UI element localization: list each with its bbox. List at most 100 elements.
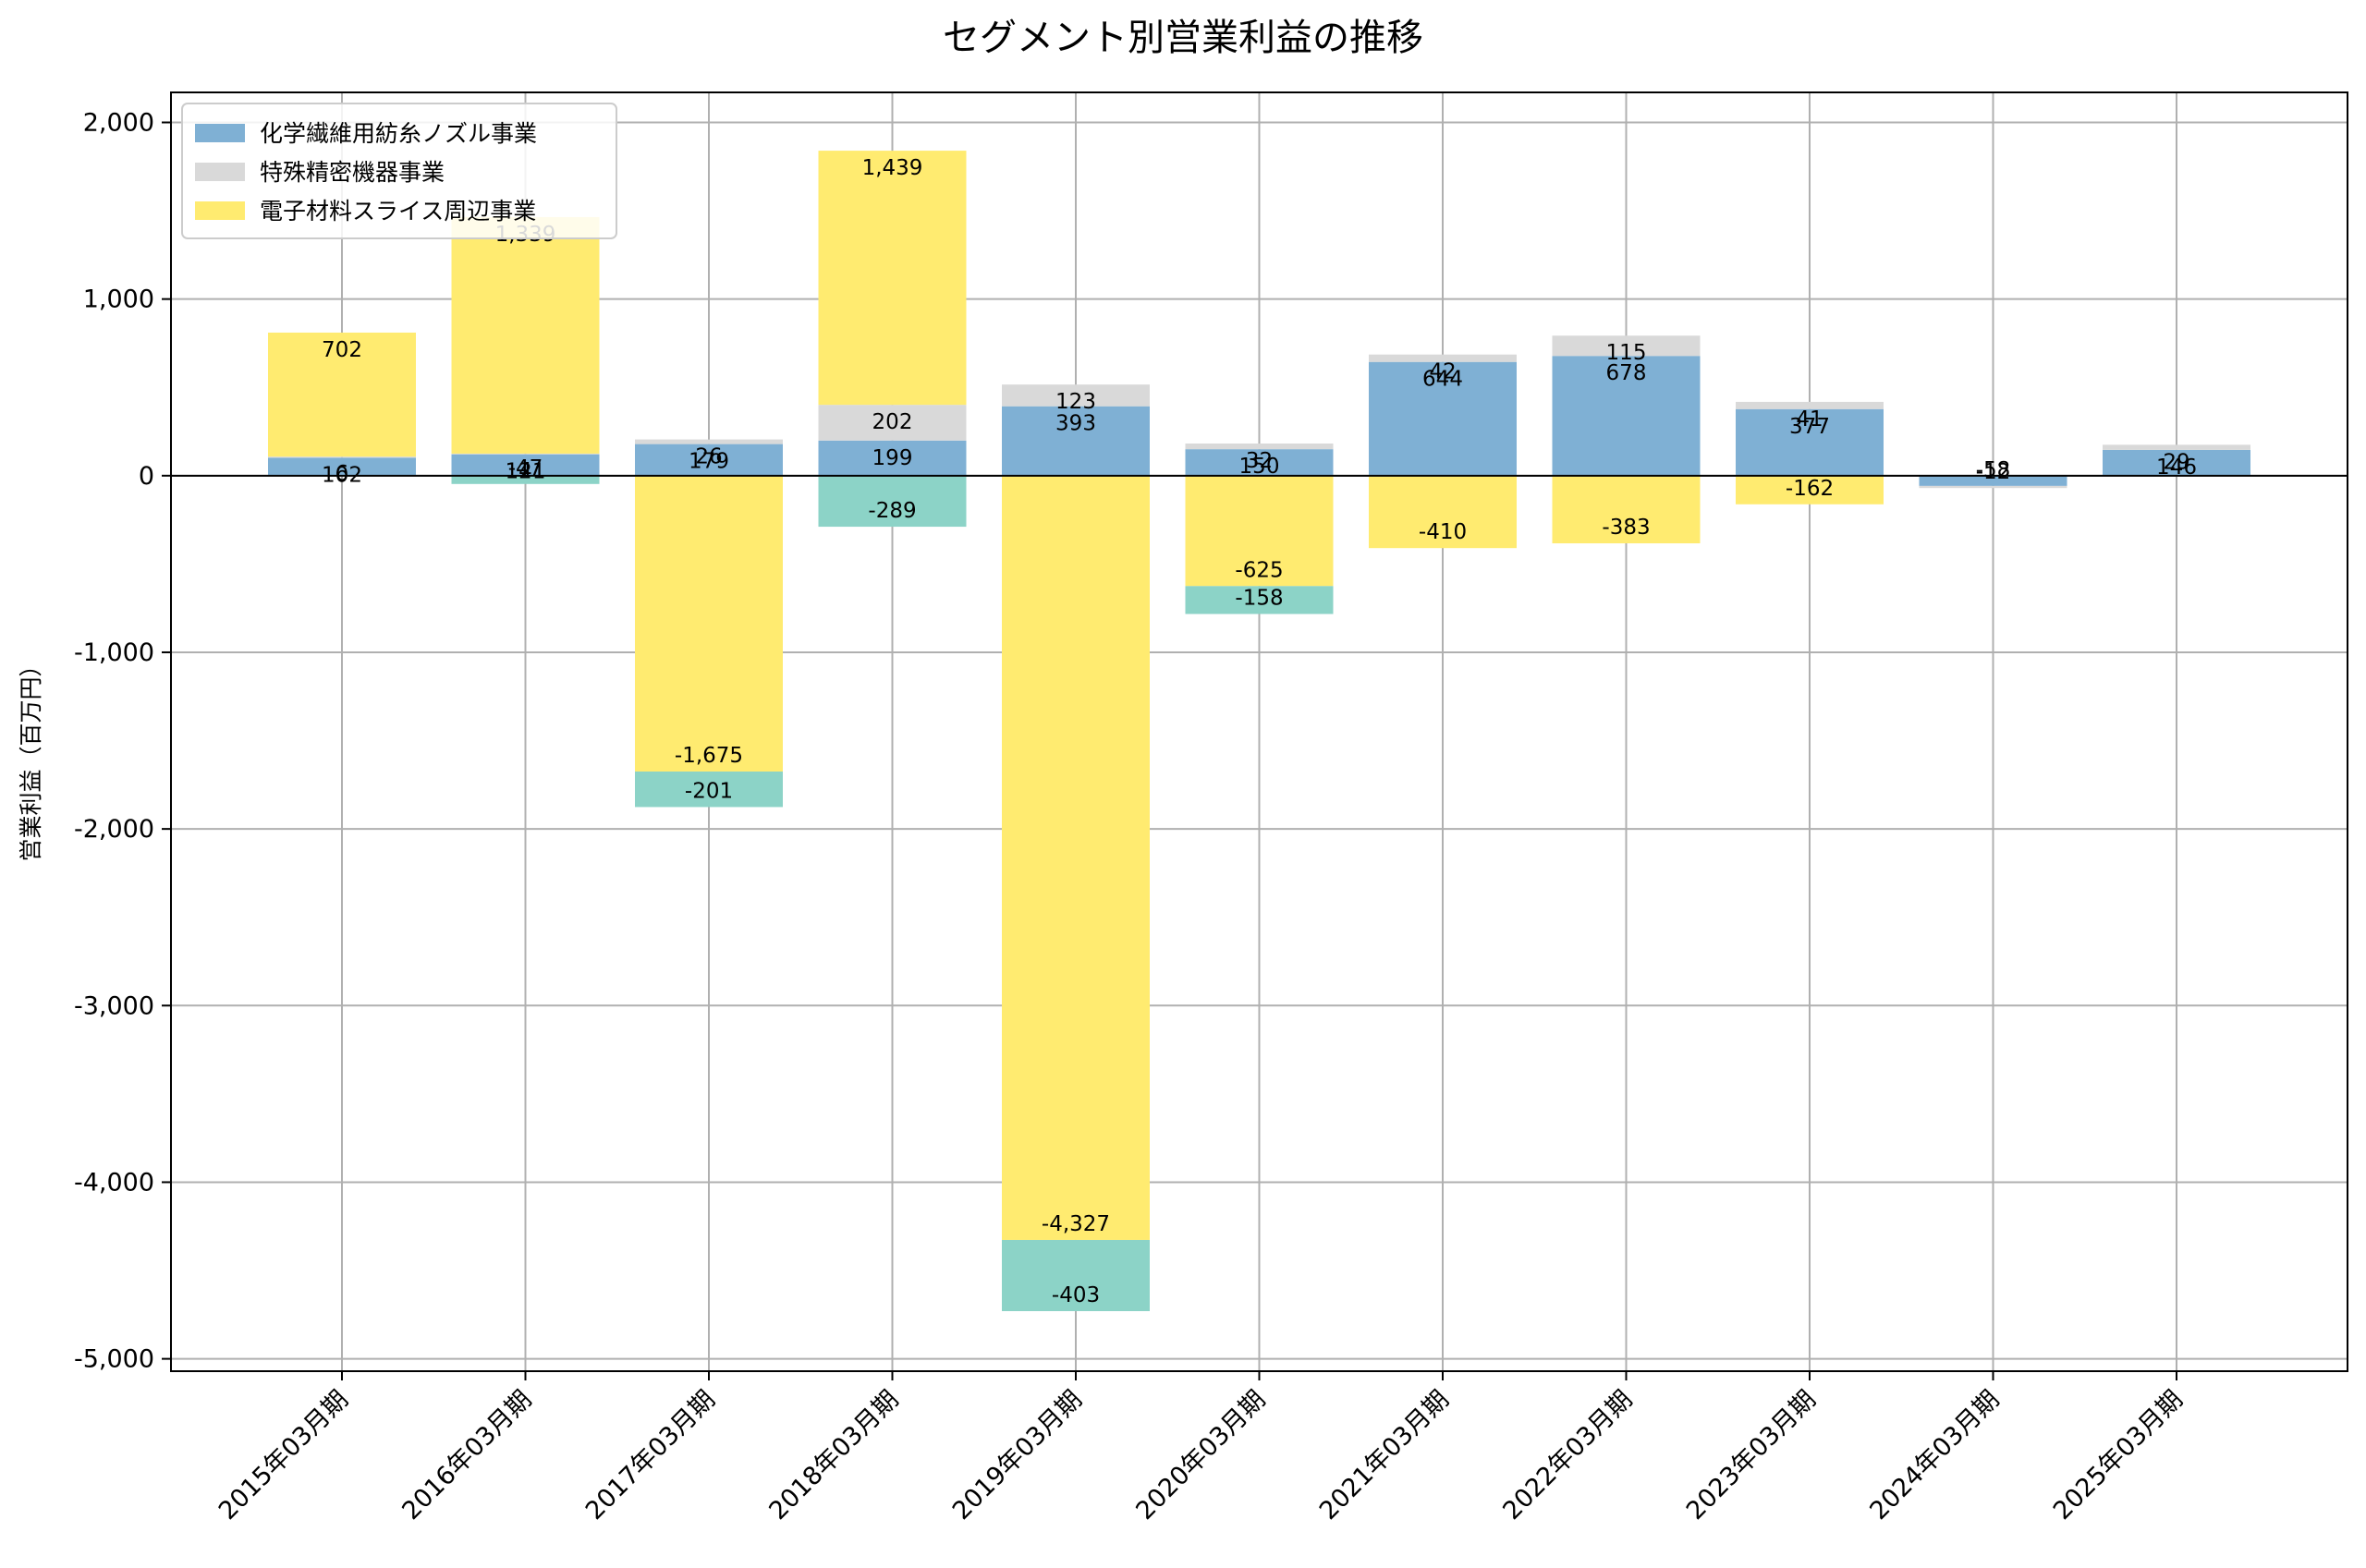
legend-label: 化学繊維用紡糸ノズル事業 [260,120,537,147]
bar-segment [635,772,783,808]
y-axis-label: 営業利益（百万円） [18,653,44,861]
bar-value-label: 42 [1429,360,1456,384]
bar-value-label: -12 [1976,460,2011,484]
bar-segment [451,454,600,476]
bar-segment [268,457,416,476]
bar-value-label: -58 [1976,458,2011,482]
legend-label: 電子材料スライス周辺事業 [260,198,536,225]
bar-segment [1552,475,1701,544]
bar-value-label: -410 [1419,520,1467,544]
bar-segment [1552,335,1701,357]
bar-value-label: 393 [1055,412,1096,436]
bar-value-label: 121 [506,460,546,484]
bar-value-label: -162 [1786,477,1834,501]
bar-value-label: -289 [868,499,916,523]
bar-value-label: 146 [2156,456,2197,480]
bar-value-label: 4 [518,459,532,483]
bar-value-label: 32 [1246,449,1273,473]
bar-segment [1736,475,1884,504]
bar-value-label: 150 [1239,455,1280,479]
bar-value-label: 179 [689,450,729,474]
bar-value-label: -625 [1235,558,1283,582]
legend-swatch [195,163,245,181]
bar-segment [1002,1239,1150,1312]
bar-segment [1369,475,1517,549]
bar-value-label: 29 [2163,450,2189,474]
x-tick-label: 2019年03月期 [947,1385,1088,1525]
bar-value-label: 102 [322,463,362,487]
bar-segment [818,151,967,406]
bar-segment [1185,444,1334,450]
bar-value-label: -158 [1235,586,1283,610]
x-tick-label: 2020年03月期 [1130,1385,1271,1525]
bar-value-label: 6 [335,462,349,486]
bar-segment [1919,485,2067,489]
y-tick-label: -3,000 [74,991,154,1020]
y-tick-label: -1,000 [74,638,154,667]
bar-segment [1369,354,1517,362]
bar-value-label: 26 [695,445,722,469]
legend-box [181,103,617,239]
bar-segment [1185,475,1334,587]
bar-segment [635,475,783,772]
y-tick-label: 0 [139,462,154,491]
x-tick-label: 2025年03月期 [2048,1385,2189,1525]
legend-label: 特殊精密機器事業 [260,159,445,186]
bar-segment [1185,449,1334,476]
bar-segment [818,405,967,441]
bar-segment [1002,384,1150,407]
bar-value-label: 123 [1055,390,1096,414]
y-tick-label: -4,000 [74,1168,154,1197]
bar-segment [451,216,600,454]
bar-segment [1736,401,1884,409]
bar-value-label: 644 [1422,368,1463,392]
chart-title: セグメント別営業利益の推移 [943,17,1423,59]
bar-segment [268,456,416,458]
bar-segment [635,444,783,476]
bar-value-label: -383 [1602,516,1650,540]
bar-segment [818,440,967,476]
x-tick-label: 2018年03月期 [763,1385,904,1525]
bar-segment [1369,361,1517,476]
bar-value-label: 41 [1796,407,1823,432]
y-tick-label: 2,000 [83,108,154,137]
bar-segment [1002,475,1150,1240]
bar-value-label: 1,439 [862,156,923,180]
bar-segment [1552,356,1701,476]
x-tick-label: 2022年03月期 [1497,1385,1638,1525]
y-tick-label: 1,000 [83,286,154,314]
bar-segment [818,475,967,528]
bar-segment [635,439,783,444]
bar-value-label: -201 [685,779,733,803]
bar-segment [2103,444,2250,450]
y-tick-label: -2,000 [74,815,154,844]
x-tick-label: 2017年03月期 [580,1385,721,1525]
x-tick-label: 2023年03月期 [1681,1385,1822,1525]
bar-segment [2103,449,2250,476]
x-tick-label: 2021年03月期 [1314,1385,1455,1525]
bar-value-label: 702 [322,338,362,362]
bar-value-label: -47 [508,456,543,480]
bar-segment [1919,475,2067,486]
bar-segment [1736,408,1884,476]
bar-segment [451,453,600,455]
bar-segment [1002,406,1150,476]
bar-value-label: 678 [1606,361,1647,385]
data-labels: 102670212141,339-4717926-1,675-201199202… [322,156,2197,1307]
bar-value-label: 202 [872,410,913,434]
x-tick-label: 2016年03月期 [396,1385,537,1525]
x-tick-label: 2024年03月期 [1864,1385,2005,1525]
bar-value-label: 115 [1606,341,1647,365]
bar-segment [268,332,416,457]
bar-value-label: 377 [1789,415,1830,439]
bar-value-label: 199 [872,446,913,470]
legend-swatch [195,124,245,142]
bars [268,151,2250,1312]
bar-value-label: -1,675 [675,744,743,768]
legend-swatch [195,201,245,220]
bar-value-label: -4,327 [1042,1212,1110,1236]
bar-value-label: -403 [1052,1283,1100,1307]
y-tick-label: -5,000 [74,1345,154,1374]
